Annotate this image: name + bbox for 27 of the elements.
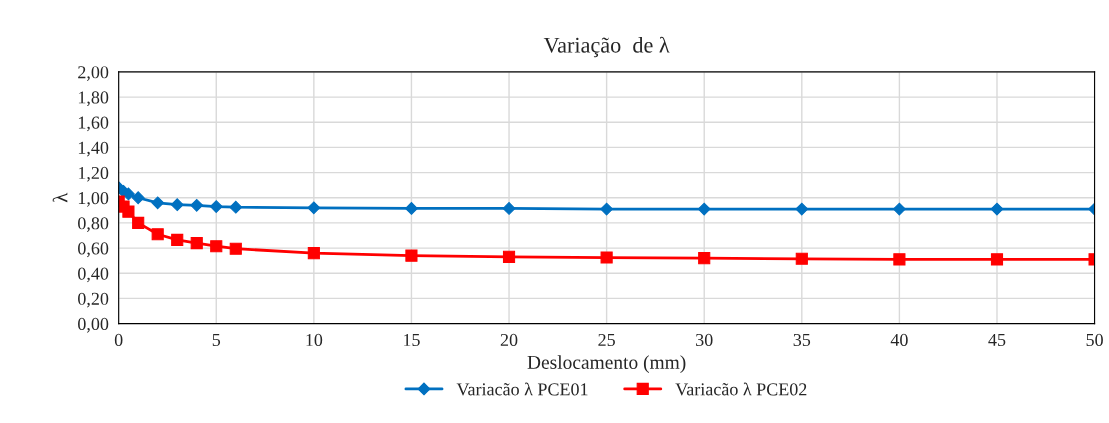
legend-label: Variacão λ PCE02 <box>675 382 807 396</box>
y-tick-label: 1,40 <box>78 141 109 157</box>
y-tick-label: 1,60 <box>78 116 109 132</box>
x-tick-label: 15 <box>404 333 420 347</box>
y-tick-label: 0,00 <box>78 317 109 333</box>
y-axis-title: λ <box>52 192 68 203</box>
x-tick-label: 20 <box>500 333 518 347</box>
x-tick-label: 40 <box>890 333 908 347</box>
x-tick-label: 10 <box>306 333 323 347</box>
y-tick-label: 1,20 <box>78 166 109 182</box>
y-tick-label: 2,00 <box>78 66 109 81</box>
x-tick-label: 30 <box>696 333 713 347</box>
y-tick-label: 1,00 <box>78 192 109 207</box>
y-tick-label: 0,20 <box>78 292 109 308</box>
x-tick-label: 0 <box>114 333 123 347</box>
y-tick-label: 0,80 <box>78 217 109 232</box>
x-axis-title: Deslocamento (mm) <box>527 355 686 373</box>
y-tick-label: 1,80 <box>78 91 109 107</box>
x-tick-label: 45 <box>988 333 1006 347</box>
y-tick-label: 0,60 <box>78 242 109 258</box>
legend-label: Variacão λ PCE01 <box>456 382 588 396</box>
x-tick-label: 35 <box>793 333 811 347</box>
x-tick-label: 5 <box>212 334 221 347</box>
x-tick-label: 50 <box>1086 333 1103 347</box>
x-tick-label: 25 <box>598 333 615 347</box>
y-tick-label: 0,40 <box>78 267 109 283</box>
chart-title: Variação de λ <box>543 36 670 58</box>
